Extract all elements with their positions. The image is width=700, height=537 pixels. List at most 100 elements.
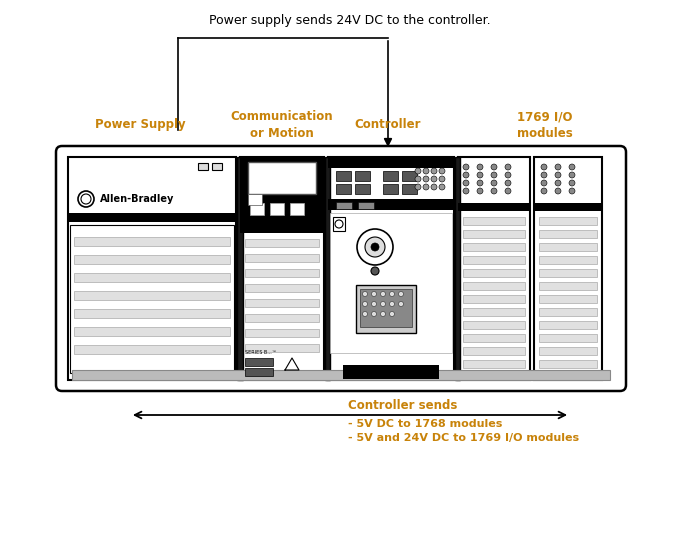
- Circle shape: [439, 176, 445, 182]
- Circle shape: [477, 164, 483, 170]
- Bar: [539, 256, 597, 264]
- Text: Controller sends: Controller sends: [348, 399, 457, 412]
- Circle shape: [505, 180, 511, 186]
- Circle shape: [415, 168, 421, 174]
- Circle shape: [463, 164, 469, 170]
- Bar: [245, 368, 273, 376]
- Bar: [336, 202, 352, 209]
- Circle shape: [415, 176, 421, 182]
- Circle shape: [372, 301, 377, 307]
- Bar: [539, 321, 597, 329]
- Bar: [463, 230, 525, 238]
- Circle shape: [555, 180, 561, 186]
- Bar: [270, 203, 284, 215]
- Circle shape: [477, 188, 483, 194]
- Circle shape: [371, 243, 379, 251]
- Bar: [356, 285, 416, 333]
- Bar: [74, 273, 230, 282]
- Circle shape: [365, 237, 385, 257]
- Circle shape: [398, 292, 403, 296]
- Circle shape: [569, 180, 575, 186]
- Circle shape: [505, 164, 511, 170]
- Text: - 5V DC to 1768 modules: - 5V DC to 1768 modules: [348, 419, 503, 429]
- Text: SERIES B...™: SERIES B...™: [245, 350, 276, 355]
- Bar: [539, 217, 597, 225]
- Circle shape: [463, 172, 469, 178]
- Circle shape: [381, 311, 386, 316]
- Bar: [198, 163, 208, 170]
- Bar: [245, 329, 319, 337]
- Bar: [336, 171, 351, 181]
- Circle shape: [477, 180, 483, 186]
- Bar: [402, 184, 417, 194]
- Bar: [534, 203, 602, 211]
- Circle shape: [439, 184, 445, 190]
- Bar: [70, 225, 234, 373]
- Circle shape: [569, 188, 575, 194]
- Bar: [328, 157, 454, 168]
- Bar: [330, 213, 452, 353]
- Circle shape: [541, 172, 547, 178]
- Bar: [328, 199, 454, 210]
- Bar: [402, 171, 417, 181]
- Circle shape: [357, 229, 393, 265]
- Circle shape: [505, 172, 511, 178]
- Bar: [355, 184, 370, 194]
- Bar: [74, 255, 230, 264]
- Bar: [539, 308, 597, 316]
- Circle shape: [491, 188, 497, 194]
- Bar: [68, 213, 236, 222]
- Circle shape: [371, 267, 379, 275]
- Circle shape: [423, 176, 429, 182]
- Bar: [336, 184, 351, 194]
- Circle shape: [415, 184, 421, 190]
- Circle shape: [569, 172, 575, 178]
- Bar: [333, 217, 345, 231]
- Bar: [539, 347, 597, 355]
- Circle shape: [491, 172, 497, 178]
- Circle shape: [477, 172, 483, 178]
- Bar: [240, 157, 324, 225]
- Circle shape: [423, 168, 429, 174]
- Circle shape: [335, 220, 343, 228]
- Bar: [245, 269, 319, 277]
- Bar: [74, 345, 230, 354]
- Text: - 5V and 24V DC to 1769 I/O modules: - 5V and 24V DC to 1769 I/O modules: [348, 433, 579, 443]
- Bar: [539, 295, 597, 303]
- Text: Power supply sends 24V DC to the controller.: Power supply sends 24V DC to the control…: [209, 14, 491, 27]
- Bar: [240, 225, 324, 233]
- Bar: [383, 171, 398, 181]
- Circle shape: [78, 191, 94, 207]
- Text: Allen-Bradley: Allen-Bradley: [100, 194, 174, 204]
- Bar: [458, 157, 530, 380]
- Bar: [463, 256, 525, 264]
- Bar: [290, 203, 304, 215]
- Bar: [245, 344, 319, 352]
- Bar: [237, 157, 243, 380]
- Bar: [455, 157, 460, 380]
- Text: Controller: Controller: [355, 118, 421, 131]
- Bar: [240, 157, 324, 380]
- Circle shape: [372, 292, 377, 296]
- Bar: [539, 230, 597, 238]
- Circle shape: [389, 311, 395, 316]
- Circle shape: [491, 164, 497, 170]
- Bar: [463, 269, 525, 277]
- Bar: [212, 163, 222, 170]
- Bar: [325, 157, 330, 380]
- Bar: [539, 243, 597, 251]
- Circle shape: [505, 188, 511, 194]
- Circle shape: [363, 292, 368, 296]
- Circle shape: [463, 188, 469, 194]
- Circle shape: [372, 311, 377, 316]
- Bar: [74, 237, 230, 246]
- Bar: [248, 162, 316, 194]
- Bar: [250, 203, 264, 215]
- Circle shape: [555, 172, 561, 178]
- Bar: [463, 334, 525, 342]
- Circle shape: [423, 184, 429, 190]
- Bar: [245, 284, 319, 292]
- Bar: [343, 365, 439, 379]
- Text: Communication
or Motion: Communication or Motion: [231, 110, 333, 140]
- Bar: [74, 327, 230, 336]
